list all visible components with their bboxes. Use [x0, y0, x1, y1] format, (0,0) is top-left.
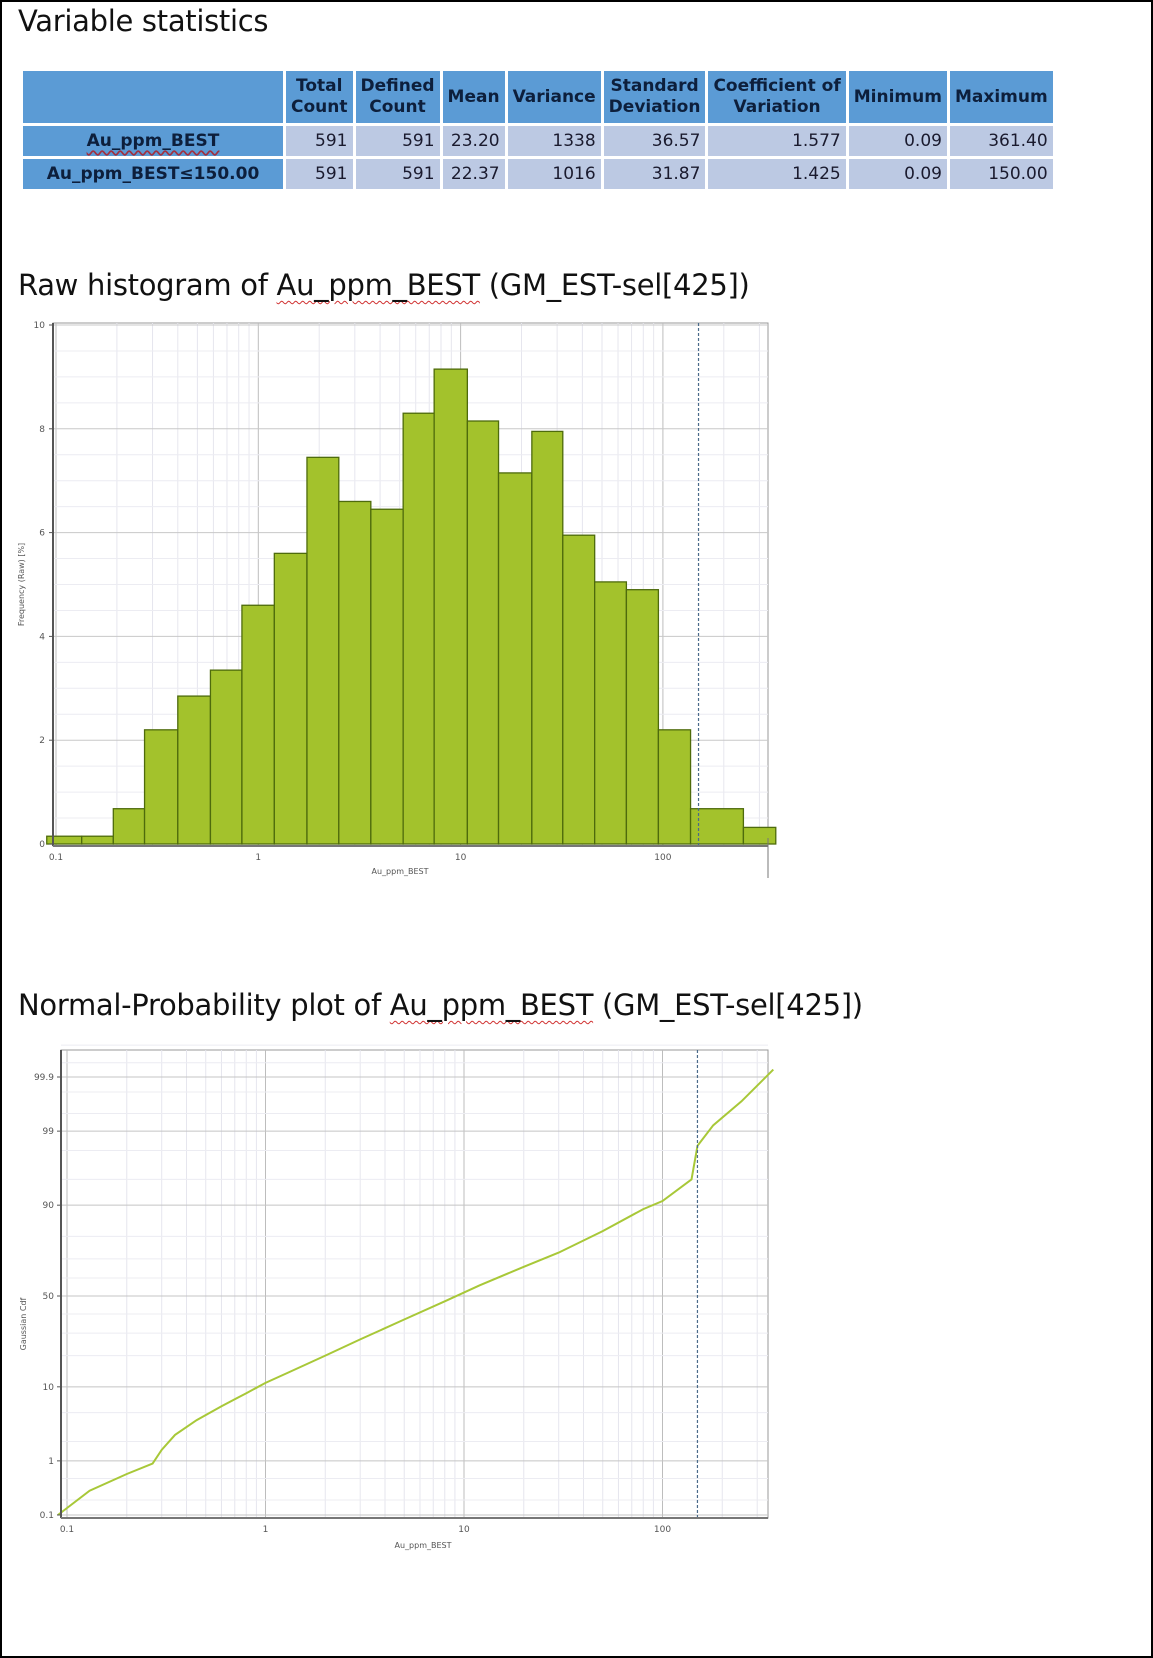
- histogram-bar: [46, 835, 83, 845]
- header-corner: [23, 71, 283, 123]
- x-tick-label: 1: [255, 853, 261, 863]
- section-title-normal-probability: Normal-Probability plot of Au_ppm_BEST (…: [18, 988, 863, 1022]
- table-cell: 1.577: [708, 126, 846, 156]
- table-cell: 591: [355, 159, 440, 189]
- table-cell: 23.20: [442, 126, 505, 156]
- histogram-bar: [594, 581, 628, 845]
- stats-header-row: Total Count Defined Count Mean Variance Standa…: [23, 71, 1053, 123]
- histogram-bar: [143, 729, 179, 845]
- histogram-bar: [209, 669, 243, 845]
- column-header: Variance: [507, 71, 601, 123]
- column-header: Defined Count: [355, 71, 440, 123]
- row-header: Au_ppm_BEST: [23, 126, 283, 156]
- title-prefix: Raw histogram of: [18, 268, 277, 302]
- column-header: Coefficient of Variation: [708, 71, 846, 123]
- y-axis-label: Gaussian Cdf: [19, 1297, 28, 1350]
- x-tick-label: 100: [654, 1525, 671, 1535]
- y-tick-label: 0: [39, 840, 45, 850]
- column-header: Mean: [442, 71, 505, 123]
- histogram-bar: [402, 412, 435, 845]
- x-axis-label: Au_ppm_BEST: [372, 867, 429, 876]
- histogram-bar: [742, 826, 777, 845]
- title-suffix: (GM_EST-sel[425]): [479, 268, 750, 302]
- plot-area: [60, 1049, 769, 1519]
- histogram-bar: [657, 729, 692, 845]
- y-tick-label: 10: [34, 321, 46, 331]
- table-cell: 361.40: [949, 126, 1053, 156]
- normal-probability-plot: 0.1 1 10 50 90 99 99.9 0.1 1 10 100 Au_ppm_BEST Gaus…: [19, 1044, 775, 1550]
- table-cell: 31.87: [603, 159, 706, 189]
- histogram-bar: [177, 695, 212, 845]
- histogram-bar: [370, 508, 404, 845]
- section-title-variable-statistics: Variable statistics: [18, 4, 269, 38]
- title-variable: Au_ppm_BEST: [389, 988, 594, 1022]
- y-tick-label: 90: [43, 1201, 55, 1211]
- column-header: Maximum: [949, 71, 1053, 123]
- y-tick-label: 50: [43, 1292, 55, 1302]
- histogram-plot: 0 2 4 6 8 10 0.1 1 10 100 Au_ppm_BEST Frequency (Ra…: [17, 321, 777, 878]
- histogram-bar: [497, 472, 533, 845]
- section-title-histogram: Raw histogram of Au_ppm_BEST (GM_EST-sel…: [18, 268, 750, 302]
- table-cell: 1016: [507, 159, 601, 189]
- column-header: Minimum: [848, 71, 947, 123]
- cdf-line: [57, 1068, 775, 1516]
- table-cell: 591: [286, 159, 353, 189]
- y-tick-label: 8: [39, 425, 45, 435]
- y-tick-label: 0.1: [40, 1511, 54, 1521]
- histogram-bar: [689, 808, 745, 845]
- table-cell: 22.37: [442, 159, 505, 189]
- histogram-bar: [562, 534, 596, 845]
- table-cell: 591: [286, 126, 353, 156]
- y-tick-label: 99: [43, 1127, 55, 1137]
- histogram-bar: [241, 604, 275, 845]
- histogram-bar: [306, 456, 340, 845]
- histogram-bar: [625, 589, 660, 845]
- y-tick-label: 6: [39, 529, 45, 539]
- table-cell: 150.00: [949, 159, 1053, 189]
- table-cell: 591: [355, 126, 440, 156]
- table-cell: 1.425: [708, 159, 846, 189]
- title-suffix: (GM_EST-sel[425]): [593, 988, 863, 1022]
- histogram-bar: [273, 552, 308, 845]
- x-tick-label: 0.1: [60, 1525, 74, 1535]
- histogram-bar: [81, 835, 114, 845]
- x-tick-label: 100: [654, 853, 671, 863]
- x-tick-label: 1: [263, 1525, 269, 1535]
- column-header: Standard Deviation: [603, 71, 706, 123]
- histogram-bar: [338, 500, 372, 845]
- y-tick-label: 4: [39, 632, 45, 642]
- table-row: Au_ppm_BEST 591 591 23.20 1338 36.57 1.577 0.09…: [23, 126, 1053, 156]
- x-axis-label: Au_ppm_BEST: [395, 1541, 452, 1550]
- column-header: Total Count: [286, 71, 353, 123]
- histogram-bar: [433, 368, 469, 845]
- row-header: Au_ppm_BEST≤150.00: [23, 159, 283, 189]
- y-tick-label: 10: [43, 1383, 55, 1393]
- y-tick-label: 2: [39, 736, 45, 746]
- title-prefix: Normal-Probability plot of: [18, 988, 390, 1022]
- table-cell: 1338: [507, 126, 601, 156]
- table-row: Au_ppm_BEST≤150.00 591 591 22.37 1016 31.87 1.…: [23, 159, 1053, 189]
- histogram-bar: [466, 420, 500, 845]
- x-tick-label: 10: [458, 1525, 470, 1535]
- table-cell: 36.57: [603, 126, 706, 156]
- y-axis-label: Frequency (Raw) [%]: [17, 543, 26, 626]
- variable-statistics-table: Total Count Defined Count Mean Variance Standa…: [20, 68, 1056, 192]
- histogram-bar: [531, 430, 564, 845]
- title-variable: Au_ppm_BEST: [276, 268, 481, 302]
- x-tick-label: 0.1: [49, 853, 63, 863]
- table-cell: 0.09: [848, 159, 947, 189]
- y-tick-label: 1: [48, 1457, 54, 1467]
- histogram-bar: [112, 808, 146, 845]
- x-tick-label: 10: [455, 853, 467, 863]
- stats-body: Au_ppm_BEST 591 591 23.20 1338 36.57 1.577 0.09…: [23, 126, 1053, 189]
- table-cell: 0.09: [848, 126, 947, 156]
- y-tick-label: 99.9: [34, 1073, 54, 1083]
